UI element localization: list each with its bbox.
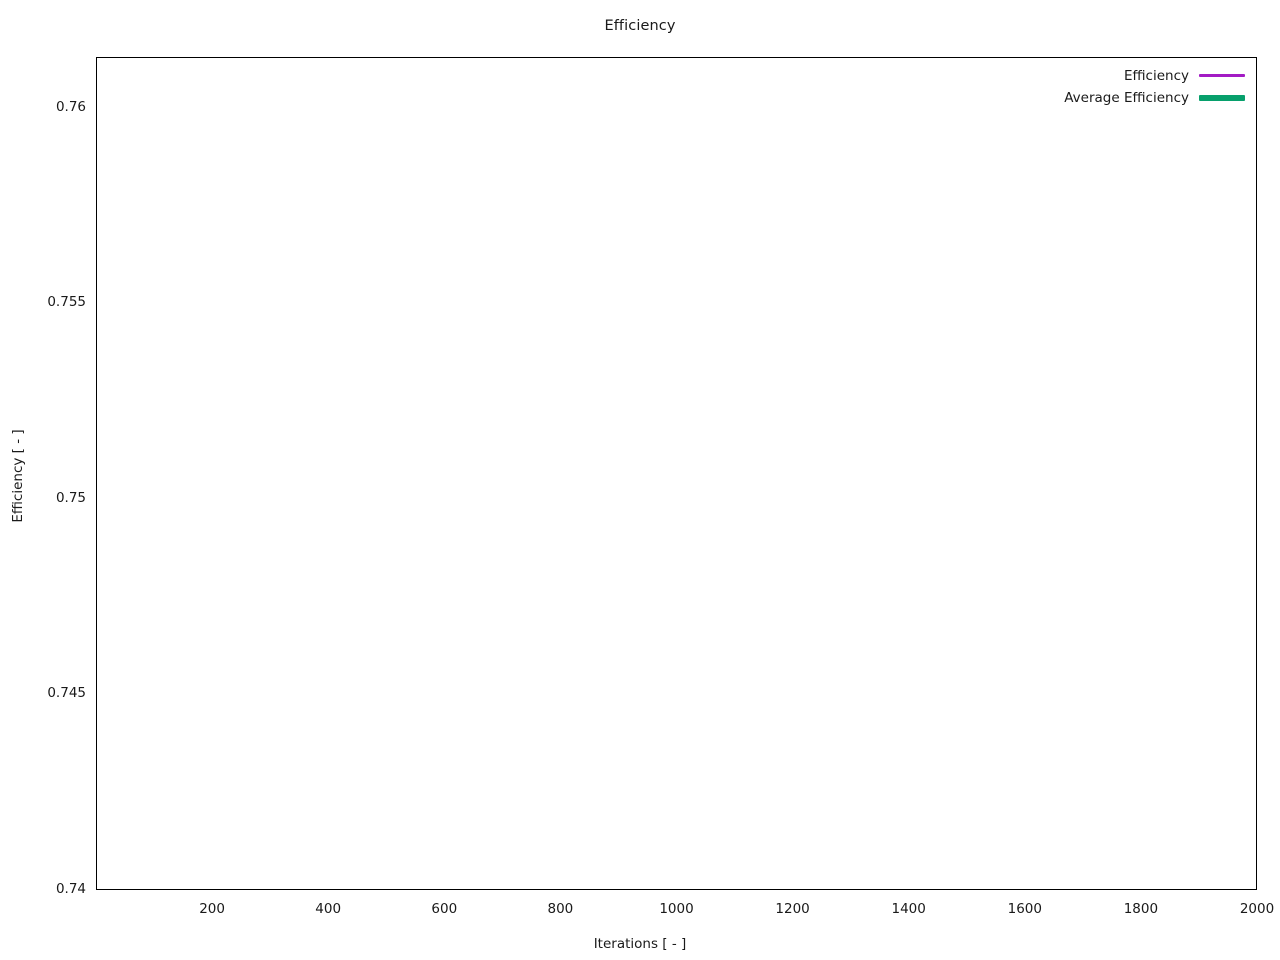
x-tick-label: 400 xyxy=(315,901,342,917)
y-axis-label: Efficiency [ - ] xyxy=(10,429,26,523)
x-axis-label: Iterations [ - ] xyxy=(593,936,687,952)
y-tick-label: 0.76 xyxy=(55,98,86,115)
x-tick-label: 1400 xyxy=(891,901,926,917)
y-tick-label: 0.745 xyxy=(47,685,86,702)
plot-frame xyxy=(96,57,1257,890)
y-tick-label: 0.75 xyxy=(55,489,86,506)
plot-area: Efficiency Average Efficiency xyxy=(96,57,1257,890)
x-tick-label: 600 xyxy=(431,901,458,917)
x-tick-label: 1000 xyxy=(659,901,694,917)
x-tick-label: 800 xyxy=(547,901,574,917)
legend-color-swatch xyxy=(1199,74,1245,77)
chart-legend: Efficiency Average Efficiency xyxy=(1052,59,1255,115)
legend-item[interactable]: Efficiency xyxy=(1064,66,1245,85)
legend-item-label: Average Efficiency xyxy=(1064,89,1189,106)
chart-title: Efficiency xyxy=(604,18,676,34)
x-tick-label: 1800 xyxy=(1123,901,1159,917)
legend-item[interactable]: Average Efficiency xyxy=(1064,88,1245,107)
y-tick-label: 0.755 xyxy=(47,294,86,311)
legend-item-label: Efficiency xyxy=(1123,67,1189,84)
y-tick-label: 0.74 xyxy=(55,881,86,897)
legend-color-swatch xyxy=(1199,94,1245,101)
x-tick-label: 200 xyxy=(199,901,225,917)
x-tick-label: 2000 xyxy=(1239,901,1275,917)
x-tick-label: 1200 xyxy=(775,901,810,917)
x-tick-label: 1600 xyxy=(1007,901,1042,917)
